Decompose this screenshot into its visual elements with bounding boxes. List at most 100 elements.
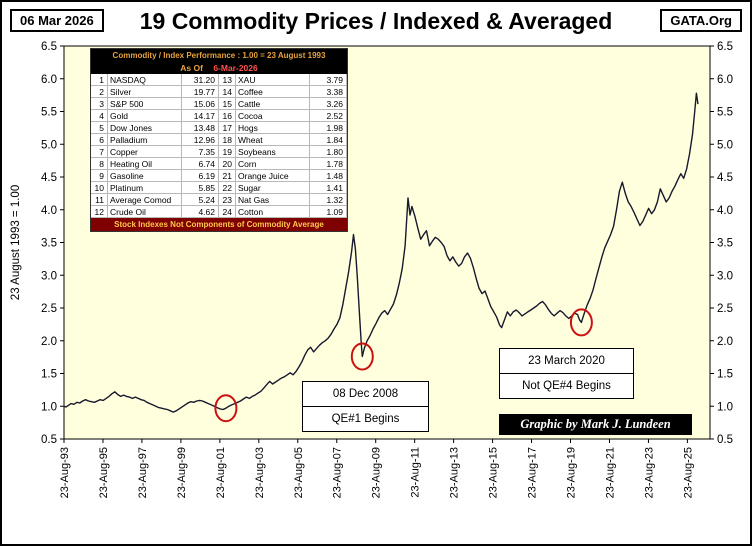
- name-cell: Cotton: [236, 206, 310, 218]
- value-cell: 5.85: [182, 182, 219, 194]
- y-tick-label-left: 6.5: [41, 41, 57, 53]
- performance-table-asof-row: As Of 6-Mar-2026: [91, 62, 347, 74]
- x-tick-label: 23-Aug-07: [332, 447, 344, 498]
- annotation-qe1-date: 08 Dec 2008: [303, 382, 428, 407]
- site-box: GATA.Org: [660, 9, 742, 32]
- x-tick-label: 23-Aug-21: [604, 447, 616, 498]
- name-cell: Soybeans: [236, 146, 310, 158]
- x-tick-label: 23-Aug-11: [410, 447, 422, 498]
- rank-cell: 23: [219, 194, 236, 206]
- value-cell: 15.06: [182, 98, 219, 110]
- performance-table-body: 1 NASDAQ 31.20 13 XAU 3.79 2 Silver 19.77 14 Coffe…: [91, 74, 347, 218]
- rank-cell: 2: [91, 86, 108, 98]
- x-tick-label: 23-Aug-09: [371, 447, 383, 498]
- value-cell: 1.78: [310, 158, 347, 170]
- value-cell: 3.38: [310, 86, 347, 98]
- y-tick-label-right: 1.5: [717, 369, 733, 381]
- performance-table-footer: Stock Indexes Not Components of Commodit…: [91, 218, 347, 231]
- highlight-circle: [350, 342, 374, 371]
- name-cell: Orange Juice: [236, 170, 310, 182]
- name-cell: Heating Oil: [108, 158, 182, 170]
- value-cell: 3.26: [310, 98, 347, 110]
- annotation-qe1: 08 Dec 2008 QE#1 Begins: [302, 381, 429, 432]
- x-tick-label: 23-Aug-03: [254, 447, 266, 498]
- value-cell: 6.19: [182, 170, 219, 182]
- rank-cell: 10: [91, 182, 108, 194]
- rank-cell: 13: [219, 74, 236, 86]
- y-tick-label-left: 3.0: [41, 270, 57, 282]
- name-cell: Cattle: [236, 98, 310, 110]
- y-tick-label-right: 5.0: [717, 139, 733, 151]
- rank-cell: 4: [91, 110, 108, 122]
- x-tick-label: 23-Aug-17: [527, 447, 539, 498]
- rank-cell: 14: [219, 86, 236, 98]
- name-cell: Nat Gas: [236, 194, 310, 206]
- name-cell: XAU: [236, 74, 310, 86]
- y-tick-label-right: 1.0: [717, 401, 733, 413]
- value-cell: 19.77: [182, 86, 219, 98]
- name-cell: Coffee: [236, 86, 310, 98]
- y-tick-label-left: 1.5: [41, 369, 57, 381]
- y-tick-label-left: 4.0: [41, 205, 57, 217]
- y-tick-label-right: 3.5: [717, 238, 733, 250]
- x-tick-label: 23-Aug-05: [293, 447, 305, 498]
- value-cell: 1.80: [310, 146, 347, 158]
- annotation-qe4-label: Not QE#4 Begins: [522, 380, 611, 392]
- rank-cell: 15: [219, 98, 236, 110]
- name-cell: Corn: [236, 158, 310, 170]
- value-cell: 1.98: [310, 122, 347, 134]
- y-tick-label-right: 6.5: [717, 41, 733, 53]
- name-cell: Wheat: [236, 134, 310, 146]
- page-title: 19 Commodity Prices / Indexed & Averaged: [139, 8, 613, 34]
- y-tick-label-right: 3.0: [717, 270, 733, 282]
- x-tick-label: 23-Aug-97: [137, 447, 149, 498]
- value-cell: 5.24: [182, 194, 219, 206]
- name-cell: NASDAQ: [108, 74, 182, 86]
- rank-cell: 12: [91, 206, 108, 218]
- rank-cell: 8: [91, 158, 108, 170]
- name-cell: Gold: [108, 110, 182, 122]
- rank-cell: 7: [91, 146, 108, 158]
- value-cell: 1.41: [310, 182, 347, 194]
- y-tick-label-left: 5.0: [41, 139, 57, 151]
- name-cell: Cocoa: [236, 110, 310, 122]
- rank-cell: 20: [219, 158, 236, 170]
- value-cell: 3.79: [310, 74, 347, 86]
- asof-date: 6-Mar-2026: [213, 63, 258, 73]
- annotation-qe1-label: QE#1 Begins: [331, 413, 400, 425]
- value-cell: 1.32: [310, 194, 347, 206]
- name-cell: Dow Jones: [108, 122, 182, 134]
- asof-label: As Of: [180, 63, 203, 73]
- y-tick-label-right: 2.5: [717, 303, 733, 315]
- rank-cell: 11: [91, 194, 108, 206]
- name-cell: Copper: [108, 146, 182, 158]
- value-cell: 12.96: [182, 134, 219, 146]
- y-tick-label-left: 2.5: [41, 303, 57, 315]
- y-tick-label-left: 0.5: [41, 434, 57, 446]
- rank-cell: 21: [219, 170, 236, 182]
- name-cell: S&P 500: [108, 98, 182, 110]
- y-tick-label-right: 4.5: [717, 172, 733, 184]
- annotation-qe4: 23 March 2020 Not QE#4 Begins: [499, 348, 634, 399]
- annotation-qe4-date: 23 March 2020: [500, 349, 633, 374]
- credit-box: Graphic by Mark J. Lundeen: [499, 414, 692, 435]
- rank-cell: 3: [91, 98, 108, 110]
- y-axis-title: 23 August 1993 = 1.00: [10, 185, 22, 300]
- y-tick-label-right: 6.0: [717, 74, 733, 86]
- name-cell: Sugar: [236, 182, 310, 194]
- rank-cell: 22: [219, 182, 236, 194]
- value-cell: 2.52: [310, 110, 347, 122]
- name-cell: Palladium: [108, 134, 182, 146]
- x-tick-label: 23-Aug-99: [176, 447, 188, 498]
- y-tick-label-right: 5.5: [717, 107, 733, 119]
- highlight-circle: [569, 308, 593, 337]
- y-tick-label-left: 3.5: [41, 238, 57, 250]
- rank-cell: 5: [91, 122, 108, 134]
- y-tick-label-right: 2.0: [717, 336, 733, 348]
- rank-cell: 24: [219, 206, 236, 218]
- value-cell: 1.48: [310, 170, 347, 182]
- date-box: 06 Mar 2026: [10, 9, 104, 32]
- value-cell: 4.62: [182, 206, 219, 218]
- x-tick-label: 23-Aug-19: [566, 447, 578, 498]
